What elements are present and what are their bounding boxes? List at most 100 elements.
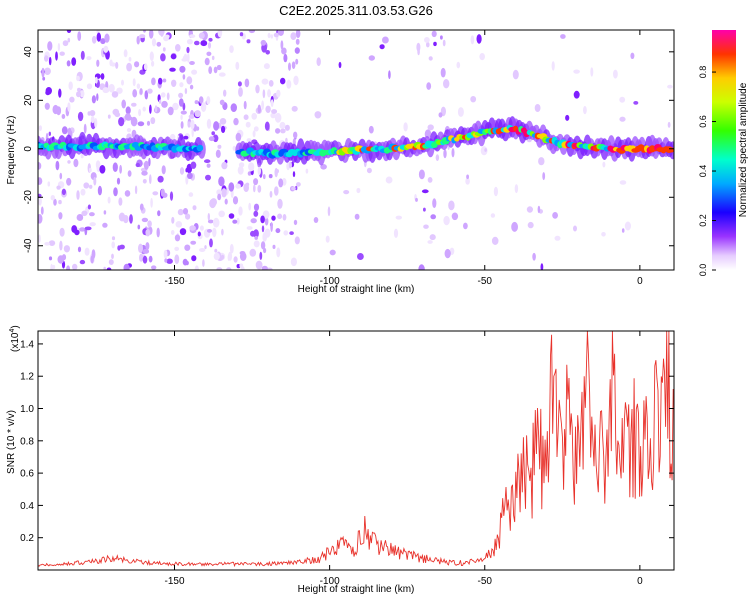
noise-cell	[271, 215, 276, 221]
noise-cell	[48, 56, 52, 66]
noise-cell	[278, 178, 284, 188]
noise-cell	[284, 124, 290, 131]
noise-cell	[95, 160, 101, 170]
noise-cell	[479, 53, 486, 61]
noise-cell	[283, 230, 289, 236]
noise-cell	[235, 183, 241, 189]
noise-cell	[178, 92, 184, 98]
noise-cell	[512, 69, 519, 80]
noise-cell	[262, 210, 270, 219]
noise-cell	[57, 43, 61, 51]
noise-cell	[221, 125, 226, 133]
noise-cell	[283, 53, 288, 63]
noise-cell	[179, 65, 186, 73]
scale-note-suffix: )	[10, 325, 21, 328]
noise-cell	[156, 41, 162, 47]
noise-cell	[90, 115, 95, 124]
noise-cell	[106, 267, 112, 270]
noise-cell	[429, 234, 436, 241]
noise-cell	[263, 174, 266, 180]
noise-cell	[573, 69, 580, 74]
noise-cell	[86, 56, 92, 61]
noise-cell	[667, 121, 671, 128]
noise-cell	[59, 51, 65, 56]
noise-cell	[104, 33, 110, 43]
noise-cell	[253, 178, 259, 186]
noise-cell	[213, 252, 220, 261]
noise-cell	[38, 214, 43, 224]
noise-cell	[149, 174, 152, 185]
noise-cell	[211, 131, 215, 136]
noise-cell	[48, 256, 53, 261]
noise-cell	[269, 190, 273, 198]
noise-cell	[142, 255, 148, 264]
noise-cell	[111, 253, 114, 259]
y-tick-label: 0.2	[20, 533, 34, 544]
noise-cell	[294, 236, 300, 245]
noise-cell	[248, 202, 252, 211]
noise-cell	[230, 103, 237, 112]
noise-cell	[164, 258, 168, 263]
noise-cell	[451, 212, 459, 221]
noise-cell	[277, 213, 283, 220]
noise-cell	[89, 222, 96, 227]
noise-cell	[144, 90, 149, 100]
noise-cell	[44, 55, 49, 62]
noise-cell	[123, 263, 130, 270]
noise-cell	[261, 225, 265, 233]
noise-cell	[253, 210, 259, 217]
x-tick-label: -100	[320, 276, 340, 287]
noise-cell	[228, 182, 235, 192]
noise-cell	[188, 114, 195, 119]
noise-cell	[69, 96, 75, 103]
noise-cell	[174, 234, 181, 242]
noise-cell	[314, 111, 322, 119]
noise-cell	[313, 217, 319, 223]
noise-cell	[187, 121, 191, 128]
noise-cell	[67, 37, 71, 43]
noise-cell	[174, 246, 180, 251]
noise-cell	[190, 119, 195, 130]
noise-cell	[102, 222, 108, 228]
noise-cell	[466, 174, 469, 180]
noise-cell	[268, 174, 273, 179]
y-tick-label: 1.4	[20, 339, 34, 350]
noise-cell	[537, 205, 541, 214]
noise-cell	[216, 189, 222, 196]
noise-cell	[418, 169, 425, 180]
noise-cell	[77, 246, 82, 253]
noise-cell	[158, 99, 162, 104]
heatmap-panel: -150 -100 -50 0 -40 -20 0 20 40 Height of straig…	[6, 29, 749, 295]
noise-cell	[126, 128, 132, 133]
noise-cell	[103, 210, 107, 215]
noise-cell	[295, 38, 300, 45]
noise-cell	[77, 111, 84, 122]
noise-cell	[223, 89, 227, 97]
noise-cell	[619, 180, 627, 185]
noise-cell	[583, 106, 587, 115]
noise-cell	[45, 67, 51, 73]
noise-cell	[97, 185, 102, 196]
noise-cell	[48, 131, 51, 136]
noise-cell	[80, 153, 84, 159]
noise-cell	[143, 63, 148, 71]
noise-cell	[421, 189, 429, 194]
noise-cell	[624, 221, 632, 231]
noise-cell	[295, 58, 299, 65]
noise-cell	[59, 240, 63, 251]
noise-cell	[233, 256, 238, 263]
noise-cell	[108, 83, 115, 93]
noise-cell	[189, 61, 195, 65]
noise-cell	[40, 206, 44, 215]
noise-cell	[117, 245, 121, 251]
noise-cell	[50, 195, 55, 201]
noise-cell	[132, 78, 136, 87]
noise-cell	[151, 77, 156, 86]
noise-cell	[145, 242, 150, 250]
noise-cell	[216, 267, 223, 270]
noise-cell	[243, 100, 247, 110]
noise-cell	[139, 253, 144, 262]
noise-cell	[274, 112, 282, 123]
noise-cell	[514, 184, 519, 194]
noise-cell	[282, 214, 287, 221]
